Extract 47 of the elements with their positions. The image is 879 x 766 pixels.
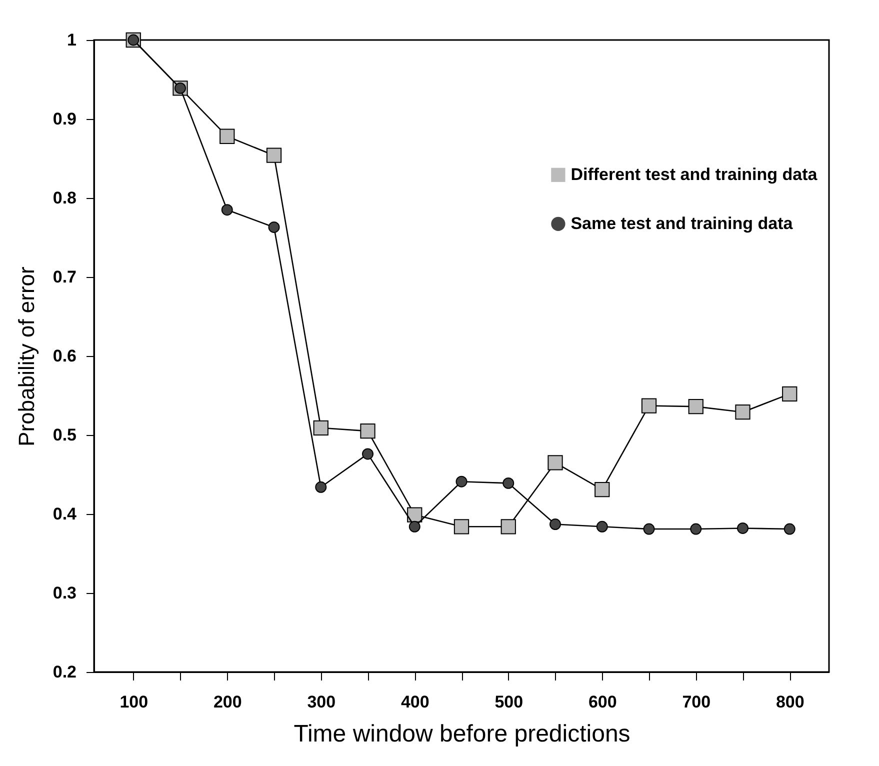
y-tick-label: 0.6 [52, 346, 76, 366]
x-tick-label: 100 [120, 692, 148, 712]
point [643, 523, 655, 535]
y-tick-label: 0.4 [52, 504, 78, 524]
point [735, 404, 750, 420]
y-tick-label: 0.7 [52, 268, 76, 286]
point [548, 455, 563, 470]
point [502, 477, 514, 489]
point [596, 520, 608, 532]
legend-label: Different test and training data [570, 164, 818, 184]
x-tick-label: 500 [494, 692, 524, 712]
point [315, 481, 327, 493]
y-tick-label: 0.5 [52, 426, 76, 444]
point [313, 420, 328, 436]
point [641, 398, 657, 414]
point [690, 523, 702, 535]
point [221, 204, 233, 216]
y-tick-label: 0.2 [52, 662, 76, 682]
x-axis-title: Time window before predictions [294, 720, 630, 748]
point [550, 518, 561, 530]
y-tick-label: 0.3 [52, 584, 76, 602]
point [782, 386, 798, 402]
point [688, 398, 704, 414]
point [408, 520, 420, 532]
point [594, 482, 610, 498]
x-tick-label: 400 [400, 692, 430, 712]
point [454, 519, 470, 534]
x-tick-label: 700 [682, 692, 711, 712]
x-tick-label: 600 [588, 692, 617, 712]
point [407, 507, 422, 522]
point [266, 148, 282, 163]
point [220, 128, 235, 144]
y-axis-title: Probability of error [14, 266, 39, 446]
point [268, 221, 280, 233]
x-tick-label: 300 [307, 692, 336, 712]
point [784, 523, 796, 535]
y-tick-label: 0.8 [52, 188, 76, 208]
legend-label: Same test and training data [570, 214, 794, 233]
point [737, 522, 748, 534]
point [500, 519, 516, 534]
x-tick-label: 200 [213, 692, 242, 712]
x-tick-label: 800 [776, 692, 804, 712]
point [456, 476, 468, 488]
y-tick-label: 1 [67, 30, 76, 50]
point [362, 448, 374, 460]
y-tick-label: 0.9 [52, 110, 76, 128]
point [360, 423, 376, 439]
